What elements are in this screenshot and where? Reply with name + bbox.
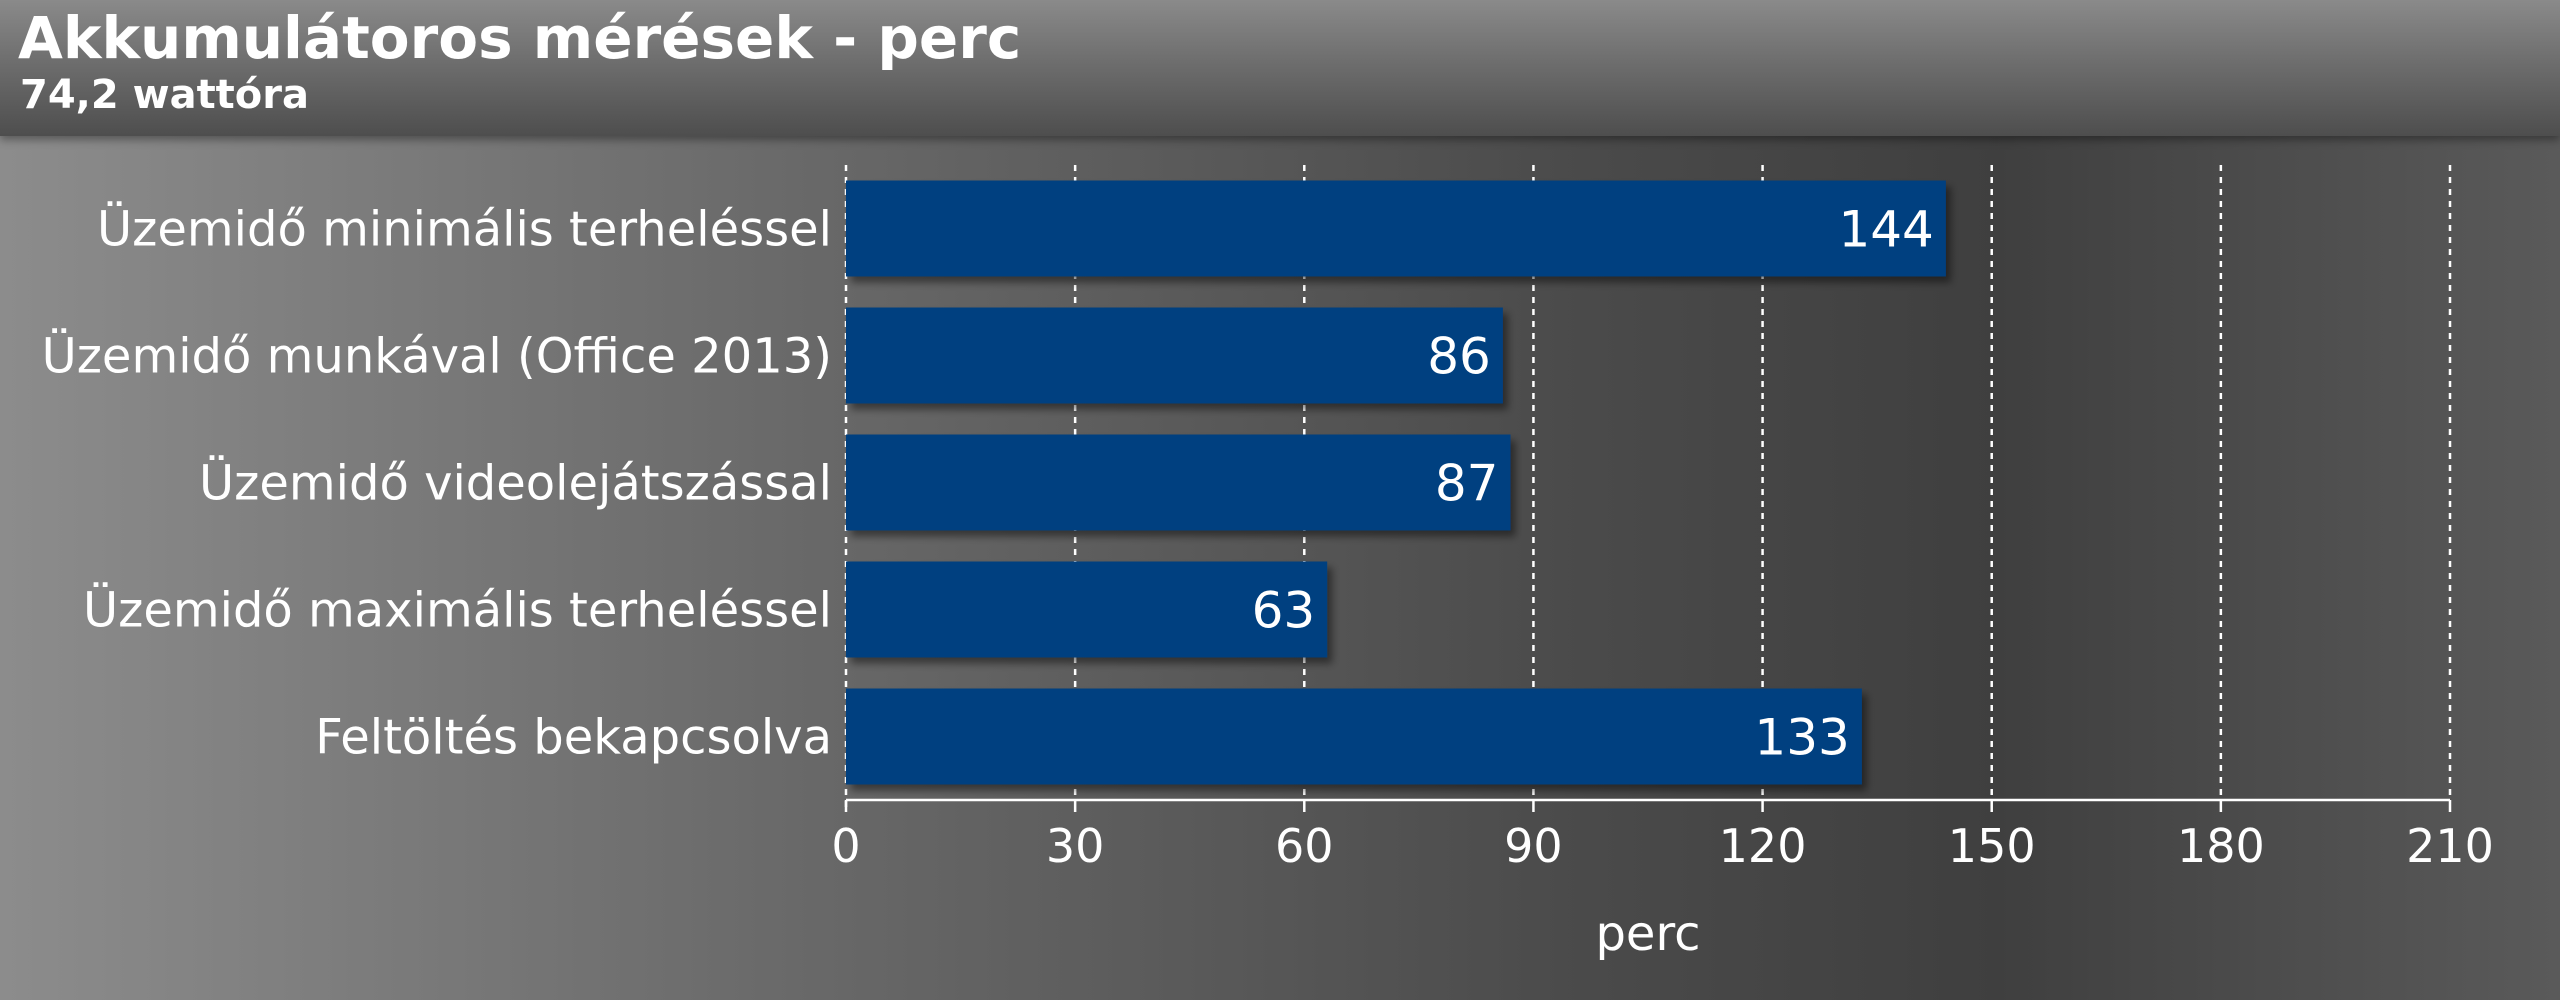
category-label: Üzemidő videolejátszással (199, 456, 832, 512)
data-label: 86 (1427, 328, 1491, 386)
x-tick-label: 150 (1948, 819, 2036, 873)
category-label: Feltöltés bekapcsolva (315, 710, 832, 766)
x-tick-label: 90 (1504, 819, 1563, 873)
bar-3 (846, 434, 1511, 531)
category-label: Üzemidő minimális terheléssel (97, 202, 832, 258)
data-label: 63 (1252, 582, 1316, 640)
x-tick-label: 60 (1275, 819, 1334, 873)
bar-4 (846, 561, 1328, 658)
data-label: 133 (1754, 709, 1849, 767)
category-label: Üzemidő munkával (Office 2013) (42, 329, 832, 385)
data-label: 144 (1838, 201, 1933, 259)
x-tick-label: 0 (831, 819, 860, 873)
x-tick-label: 210 (2406, 819, 2494, 873)
chart-header: Akkumulátoros mérések - perc 74,2 wattór… (0, 0, 2560, 136)
chart-subtitle: 74,2 wattóra (20, 72, 310, 118)
bar-1 (846, 180, 1946, 277)
x-tick-label: 30 (1046, 819, 1105, 873)
data-label: 87 (1435, 455, 1499, 513)
bar-2 (846, 307, 1503, 404)
chart-title: Akkumulátoros mérések - perc (18, 4, 1022, 72)
x-tick-label: 120 (1719, 819, 1807, 873)
x-tick-label: 180 (2177, 819, 2265, 873)
bar-5 (846, 688, 1862, 785)
x-axis-title: perc (1595, 906, 1700, 962)
category-label: Üzemidő maximális terheléssel (83, 583, 832, 639)
